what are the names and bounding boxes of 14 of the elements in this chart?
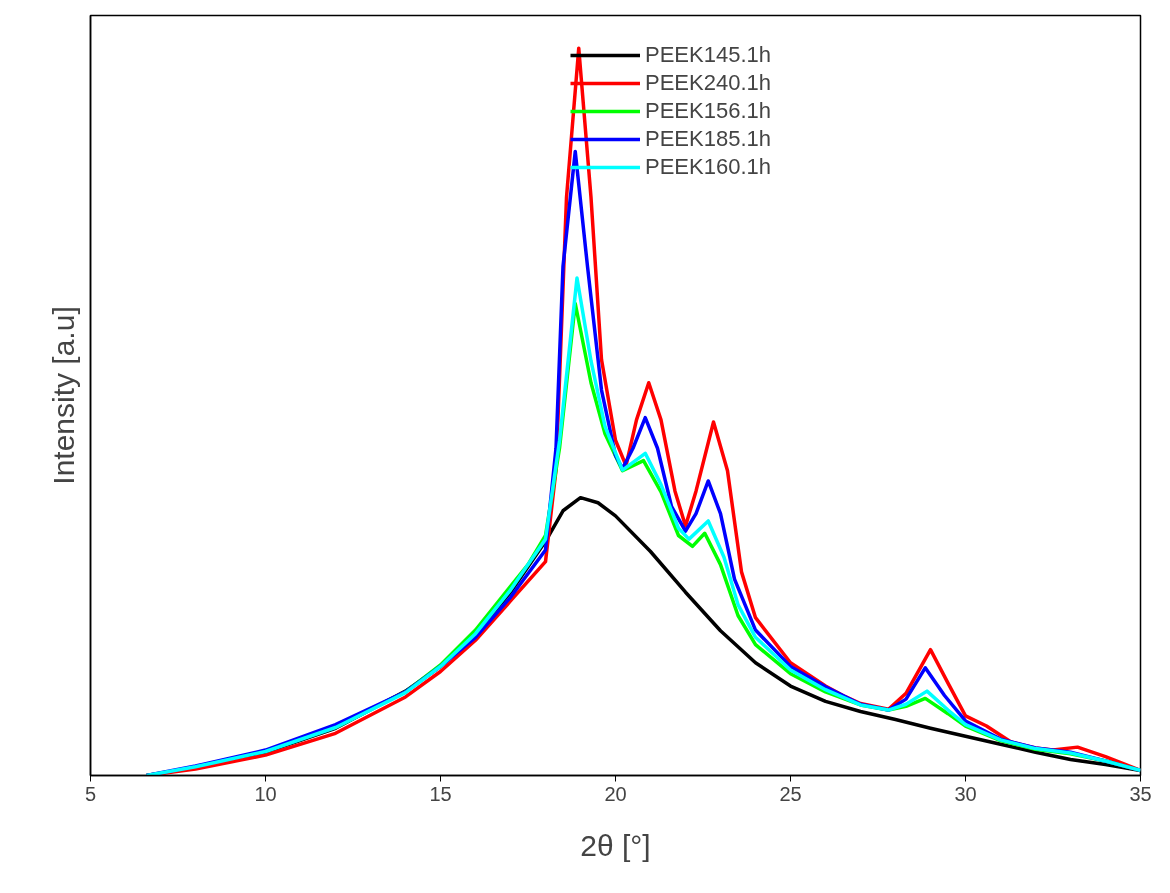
x-tick-label: 10 (254, 782, 277, 805)
x-tick-label: 25 (779, 782, 802, 805)
x-tick-label: 15 (429, 782, 452, 805)
x-tick-label: 35 (1129, 782, 1152, 805)
x-tick-label: 20 (604, 782, 627, 805)
x-tick-label: 30 (954, 782, 977, 805)
legend-label: PEEK145.1h (645, 42, 771, 68)
legend-label: PEEK156.1h (645, 98, 771, 124)
x-axis-title: 2θ [°] (580, 828, 651, 862)
legend-label: PEEK240.1h (645, 70, 771, 96)
legend-label: PEEK185.1h (645, 126, 771, 152)
legend-label: PEEK160.1h (645, 154, 771, 180)
x-tick-label: 5 (84, 782, 97, 805)
y-axis-title: Intensity [a.u] (46, 306, 80, 485)
